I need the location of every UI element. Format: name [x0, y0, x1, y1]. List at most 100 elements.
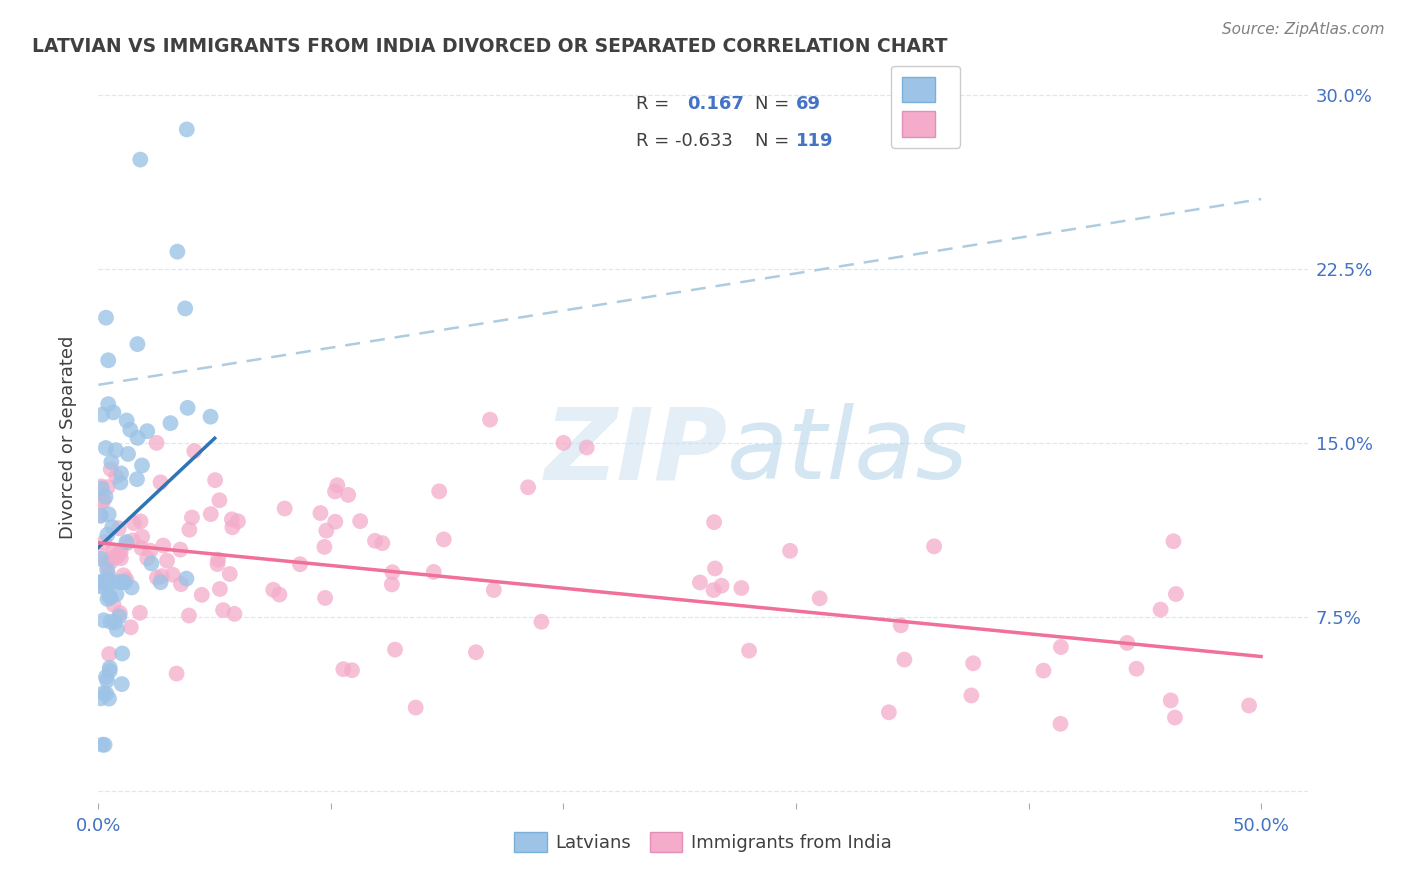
Point [156, 554, 179, 568]
Point [96, 528, 118, 542]
Point [704, 561, 727, 575]
Point [340, 663, 363, 677]
Point [100, 615, 122, 629]
Point [1116, 636, 1139, 650]
Point [323, 484, 346, 499]
Point [103, 598, 125, 612]
Point [108, 609, 131, 624]
Point [97, 567, 120, 582]
Text: 0.167: 0.167 [688, 95, 744, 113]
Point [108, 545, 131, 559]
Point [226, 514, 249, 528]
Point [100, 462, 122, 476]
Point [91, 738, 114, 752]
Point [269, 588, 291, 602]
Point [107, 521, 129, 535]
Point [207, 552, 229, 566]
Text: R =: R = [637, 95, 669, 113]
Point [139, 543, 162, 558]
Point [93, 575, 115, 590]
Point [530, 615, 553, 629]
Point [94, 670, 117, 684]
Point [315, 524, 337, 538]
Point [314, 591, 336, 605]
Point [111, 677, 134, 691]
Point [349, 514, 371, 528]
Point [176, 572, 198, 586]
Point [960, 689, 983, 703]
Point [103, 405, 125, 419]
Point [111, 647, 134, 661]
Point [90, 579, 112, 593]
Point [218, 566, 240, 581]
Point [384, 642, 406, 657]
Point [129, 606, 152, 620]
Point [98, 589, 121, 603]
Point [90, 494, 112, 508]
Point [98, 647, 121, 661]
Point [90, 482, 112, 496]
Point [90, 479, 112, 493]
Text: N =: N = [755, 95, 789, 113]
Point [177, 608, 200, 623]
Point [212, 603, 235, 617]
Point [94, 490, 117, 504]
Point [1149, 602, 1171, 616]
Point [90, 549, 112, 563]
Point [96, 557, 118, 571]
Point [101, 550, 124, 565]
Point [96, 591, 118, 606]
Point [159, 416, 181, 430]
Point [208, 582, 231, 596]
Point [136, 424, 159, 438]
Point [262, 582, 284, 597]
Point [90, 575, 112, 590]
Point [553, 436, 575, 450]
Point [97, 397, 120, 411]
Point [110, 551, 132, 566]
Point [97, 577, 120, 591]
Point [129, 515, 152, 529]
Point [422, 565, 444, 579]
Point [105, 623, 128, 637]
Point [710, 579, 733, 593]
Point [323, 515, 346, 529]
Point [145, 436, 167, 450]
Point [114, 575, 136, 590]
Text: LATVIAN VS IMMIGRANTS FROM INDIA DIVORCED OR SEPARATED CORRELATION CHART: LATVIAN VS IMMIGRANTS FROM INDIA DIVORCE… [32, 37, 948, 56]
Point [98, 661, 121, 675]
Point [326, 478, 349, 492]
Point [779, 544, 801, 558]
Point [181, 510, 204, 524]
Point [96, 687, 118, 701]
Point [314, 540, 336, 554]
Point [115, 413, 138, 427]
Point [962, 657, 984, 671]
Point [1163, 534, 1185, 549]
Point [1125, 662, 1147, 676]
Point [1237, 698, 1260, 713]
Point [110, 546, 132, 560]
Point [221, 512, 243, 526]
Point [176, 401, 198, 415]
Point [115, 573, 138, 587]
Point [98, 691, 121, 706]
Point [127, 431, 149, 445]
Point [120, 620, 142, 634]
Point [110, 475, 132, 490]
Point [288, 558, 311, 572]
Point [112, 568, 135, 582]
Point [200, 409, 222, 424]
Point [96, 673, 118, 688]
Point [98, 664, 121, 678]
Point [94, 310, 117, 325]
Point [108, 574, 131, 589]
Point [93, 738, 115, 752]
Point [105, 587, 128, 601]
Point [200, 507, 222, 521]
Point [120, 423, 142, 437]
Point [337, 488, 360, 502]
Point [174, 301, 197, 316]
Point [877, 706, 900, 720]
Point [105, 469, 128, 483]
